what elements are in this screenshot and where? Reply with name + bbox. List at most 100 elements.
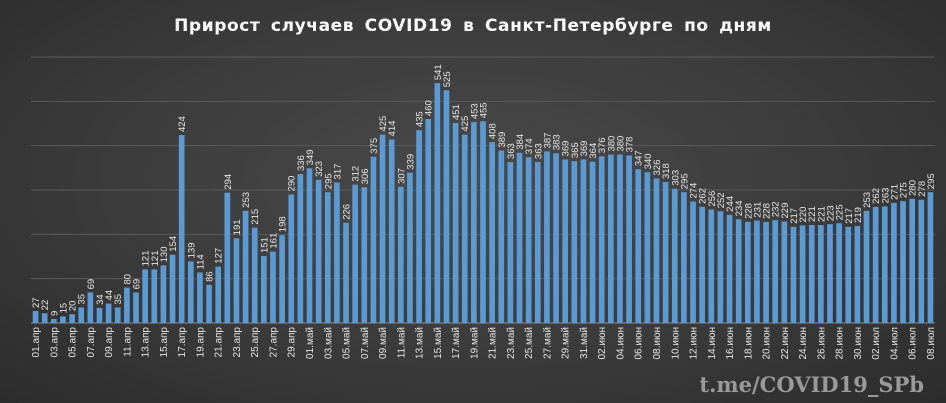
bar <box>699 206 705 323</box>
x-tick-label: 15.май <box>433 327 444 359</box>
bar <box>87 292 94 323</box>
bar <box>918 199 925 323</box>
data-label: 435 <box>415 111 426 127</box>
data-label: 22 <box>40 300 51 311</box>
x-tick-label: 30.июн <box>853 327 864 360</box>
data-label: 525 <box>442 71 453 87</box>
bar <box>425 119 432 323</box>
bar <box>626 155 632 323</box>
bar <box>397 186 404 323</box>
data-label: 221 <box>816 206 827 222</box>
data-label: 262 <box>871 188 882 204</box>
x-tick-label: 22.июн <box>780 327 791 360</box>
data-label: 384 <box>515 134 526 150</box>
bar <box>909 198 916 323</box>
bar <box>608 154 614 323</box>
bar <box>315 179 322 323</box>
data-label: 256 <box>707 191 718 207</box>
x-tick-label: 07.май <box>360 327 371 359</box>
bar <box>799 225 806 323</box>
bar <box>836 223 842 323</box>
data-label: 232 <box>771 201 782 217</box>
data-label: 541 <box>433 64 444 80</box>
chart-title: Прирост случаев COVID19 в Санкт-Петербур… <box>174 16 772 36</box>
x-tick-label: 23.апр <box>232 327 243 358</box>
data-label: 231 <box>752 202 763 218</box>
bar <box>525 157 532 323</box>
data-label: 339 <box>405 154 416 170</box>
data-label: 229 <box>780 203 791 219</box>
x-tick-label: 13.апр <box>141 327 152 358</box>
bar <box>133 292 139 323</box>
bar <box>617 154 623 323</box>
data-label: 318 <box>661 163 672 179</box>
bar <box>434 83 441 323</box>
bar <box>251 227 258 323</box>
bar <box>32 311 39 323</box>
data-label: 374 <box>524 138 535 154</box>
bar <box>781 221 788 323</box>
bar <box>744 221 751 323</box>
x-tick-label: 10.июн <box>670 327 681 360</box>
data-label: 303 <box>670 170 681 186</box>
data-label: 9 <box>49 311 60 316</box>
bar <box>562 159 569 323</box>
x-tick-layer: 01.апр 03.апр 05.апр 07.апр 09.апр 11.апр 13.а… <box>31 327 937 360</box>
data-label: 80 <box>122 274 133 285</box>
bar <box>480 121 486 324</box>
bar <box>735 219 742 323</box>
x-tick-label: 09.апр <box>104 327 115 358</box>
x-tick-label: 16.июн <box>725 327 736 360</box>
bar <box>808 225 815 323</box>
data-label: 387 <box>542 133 553 149</box>
bar <box>891 202 897 323</box>
data-label: 460 <box>424 100 435 116</box>
x-tick-label: 29.апр <box>287 327 298 358</box>
data-label: 191 <box>232 219 243 235</box>
bar <box>197 272 203 323</box>
bar <box>507 162 514 323</box>
data-label: 425 <box>378 116 389 132</box>
x-tick-label: 27.май <box>542 327 553 359</box>
bar <box>708 209 715 323</box>
data-label: 369 <box>561 141 572 157</box>
data-label: 151 <box>259 237 270 253</box>
bar-layer <box>32 83 934 324</box>
bar <box>717 211 724 323</box>
bar <box>516 152 523 323</box>
data-label: 86 <box>205 271 216 282</box>
x-tick-label: 17.апр <box>177 327 188 358</box>
bar <box>343 222 349 323</box>
bar <box>471 122 477 323</box>
bar <box>78 307 85 323</box>
data-label-layer: 2722915203569344435806912112113015442413… <box>31 64 937 316</box>
data-label: 253 <box>241 192 252 208</box>
bar <box>261 256 267 323</box>
bar <box>671 188 678 323</box>
data-label: 34 <box>95 294 106 305</box>
data-label: 347 <box>634 150 645 166</box>
bar <box>443 90 450 323</box>
x-tick-label: 19.май <box>469 327 480 359</box>
x-tick-label: 04.июн <box>615 327 626 360</box>
data-label: 275 <box>899 182 910 198</box>
data-label: 221 <box>807 206 818 222</box>
bar <box>489 142 495 323</box>
bar <box>178 135 185 323</box>
x-tick-label: 21.апр <box>214 327 225 358</box>
x-tick-label: 13.май <box>415 327 426 359</box>
data-label: 217 <box>789 208 800 224</box>
bar <box>863 210 870 323</box>
data-label: 336 <box>296 155 307 171</box>
bar <box>754 220 760 323</box>
bar <box>845 226 852 323</box>
x-tick-label: 11.апр <box>122 327 133 357</box>
bar <box>534 162 541 323</box>
data-label: 278 <box>917 181 928 197</box>
data-label: 425 <box>460 116 471 132</box>
data-label: 280 <box>908 180 919 196</box>
data-label: 69 <box>86 279 97 290</box>
data-label: 121 <box>141 250 152 266</box>
data-label: 295 <box>323 173 334 189</box>
data-label: 380 <box>615 136 626 152</box>
